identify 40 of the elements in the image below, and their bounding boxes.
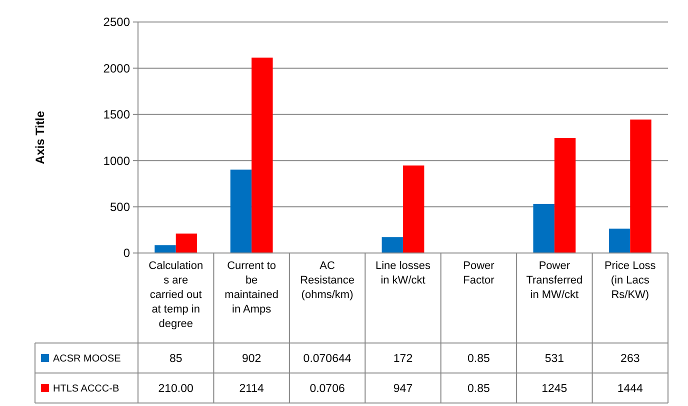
bar xyxy=(382,237,403,253)
data-label: 0.0706 xyxy=(310,383,345,396)
bar xyxy=(252,58,273,253)
x-tick-label: Current to be maintained in Amps xyxy=(224,260,278,316)
legend-label: ACSR MOOSE xyxy=(53,354,122,364)
legend-label: HTLS ACCC-B xyxy=(53,384,120,394)
data-label: 85 xyxy=(169,353,182,366)
y-tick-label: 2000 xyxy=(103,61,130,76)
data-label: 902 xyxy=(242,353,262,366)
bar xyxy=(533,204,554,253)
x-tick-label: Power Transferred in MW/ckt xyxy=(526,260,583,301)
data-label: 1245 xyxy=(542,383,568,396)
x-tick-label: Line losses in kW/ckt xyxy=(375,260,432,286)
data-label: 263 xyxy=(620,353,640,366)
y-tick-label: 1500 xyxy=(103,108,130,122)
data-label: 0.070644 xyxy=(303,353,352,366)
data-label: 172 xyxy=(393,353,413,366)
y-tick-label: 2500 xyxy=(103,15,130,30)
data-label: 531 xyxy=(544,353,564,366)
bar xyxy=(630,120,652,253)
bar xyxy=(554,138,576,253)
y-tick-label: 500 xyxy=(110,200,130,214)
data-label: 0.85 xyxy=(468,353,490,366)
data-label: 210.00 xyxy=(158,383,194,396)
bar xyxy=(403,165,424,253)
data-label: 2114 xyxy=(239,383,265,396)
y-tick-label: 1000 xyxy=(103,154,130,168)
bar xyxy=(176,234,198,253)
x-tick-label: Calculations are carried out at temp in degree xyxy=(148,260,204,330)
data-label: 947 xyxy=(393,383,413,396)
x-tick-label: Power Factor xyxy=(463,260,495,286)
x-tick-label: Price Loss (in Lacs Rs/KW) xyxy=(604,260,656,301)
data-label: 0.85 xyxy=(468,383,490,396)
y-tick-label: 0 xyxy=(123,246,130,260)
x-tick-label: AC Resistance (ohms/km) xyxy=(300,260,354,301)
bar xyxy=(230,170,252,253)
y-axis-title: Axis Title xyxy=(33,110,47,164)
bar xyxy=(154,245,176,253)
bar xyxy=(608,228,630,253)
data-label: 1444 xyxy=(617,383,644,396)
